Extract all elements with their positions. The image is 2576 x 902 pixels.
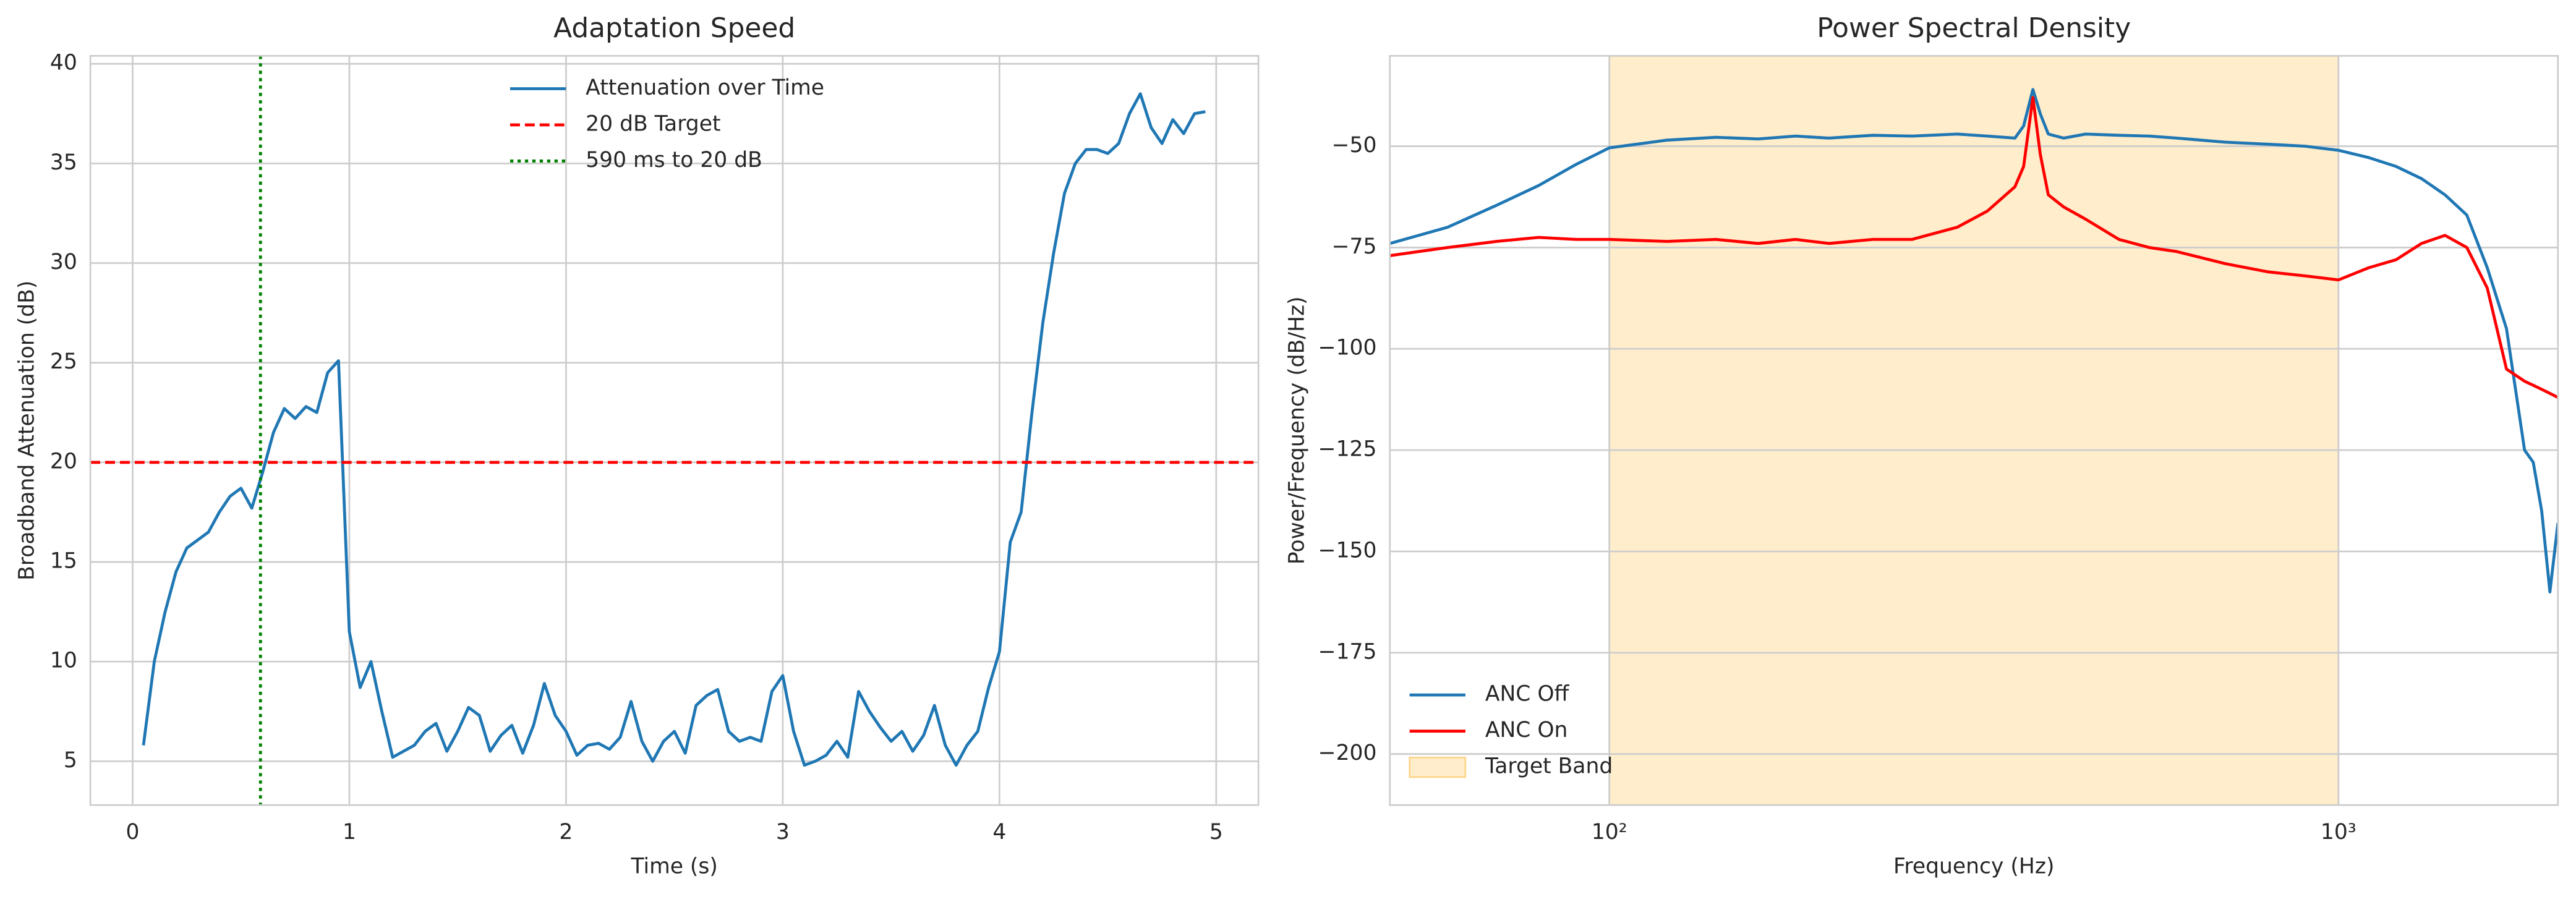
y-tick-label: 30 (50, 250, 77, 274)
legend-label: 20 dB Target (586, 111, 720, 136)
data-line (142, 92, 1206, 767)
y-tick-label: 25 (50, 349, 77, 374)
x-tick-label: 0 (126, 820, 139, 845)
y-tick-label: 20 (50, 449, 77, 474)
plot-area (90, 56, 1259, 806)
axes-frame (1389, 55, 2559, 806)
data-line (1389, 88, 2558, 594)
y-tick-label: −50 (1332, 133, 1377, 158)
legend-label: ANC On (1485, 718, 1568, 742)
x-tick-label: 5 (1209, 820, 1223, 845)
legend-label: Target Band (1485, 754, 1613, 779)
legend-label: Attenuation over Time (586, 75, 824, 100)
legend-swatch (1409, 756, 1467, 778)
y-tick-label: −150 (1318, 538, 1377, 563)
y-tick-label: −75 (1332, 234, 1377, 259)
x-tick-label: 4 (992, 820, 1006, 845)
y-tick-label: 15 (50, 548, 77, 573)
data-line (1389, 96, 2558, 399)
x-tick-label: 1 (343, 820, 356, 845)
x-axis-label: Time (s) (630, 854, 717, 879)
target-band (1608, 56, 2340, 806)
y-tick-label: 10 (50, 649, 77, 673)
x-tick-label: 3 (776, 820, 790, 845)
x-tick-label: 2 (559, 820, 573, 845)
y-tick-label: 40 (50, 51, 77, 75)
legend-label: 590 ms to 20 dB (586, 148, 762, 172)
y-tick-label: −175 (1318, 639, 1377, 664)
chart-title: Power Spectral Density (1817, 12, 2131, 44)
y-tick-label: −100 (1318, 336, 1377, 360)
y-tick-label: −200 (1318, 741, 1377, 765)
y-axis-label: Power/Frequency (dB/Hz) (1284, 296, 1309, 564)
y-tick-label: 35 (50, 150, 77, 175)
y-tick-label: −125 (1318, 437, 1377, 462)
x-tick-label: 10³ (2321, 820, 2356, 845)
chart-title: Adaptation Speed (553, 12, 795, 44)
x-axis-label: Frequency (Hz) (1893, 854, 2054, 879)
y-tick-label: 5 (64, 748, 77, 773)
y-axis-label: Broadband Attenuation (dB) (15, 281, 40, 581)
axes-frame (89, 55, 1260, 806)
x-tick-label: 10² (1592, 820, 1627, 845)
plot-area (1389, 56, 2558, 806)
legend-label: ANC Off (1485, 682, 1570, 707)
